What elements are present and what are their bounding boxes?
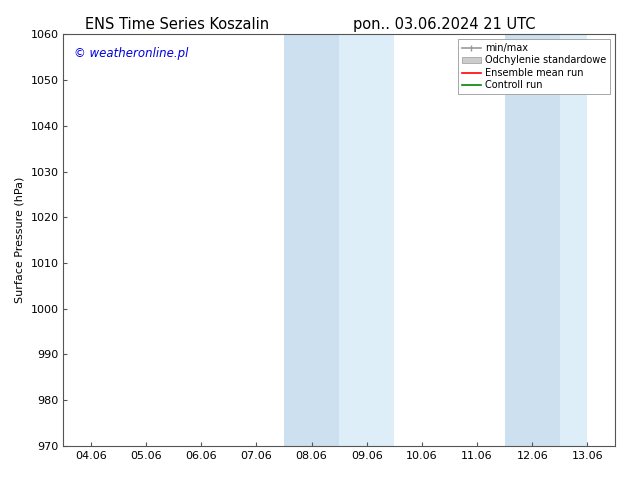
Bar xyxy=(284,34,339,446)
Text: pon.. 03.06.2024 21 UTC: pon.. 03.06.2024 21 UTC xyxy=(353,17,535,32)
Text: © weatheronline.pl: © weatheronline.pl xyxy=(74,47,189,60)
Bar xyxy=(505,34,560,446)
Legend: min/max, Odchylenie standardowe, Ensemble mean run, Controll run: min/max, Odchylenie standardowe, Ensembl… xyxy=(458,39,610,94)
Text: ENS Time Series Koszalin: ENS Time Series Koszalin xyxy=(86,17,269,32)
Bar xyxy=(560,34,588,446)
Bar xyxy=(339,34,394,446)
Y-axis label: Surface Pressure (hPa): Surface Pressure (hPa) xyxy=(15,177,25,303)
